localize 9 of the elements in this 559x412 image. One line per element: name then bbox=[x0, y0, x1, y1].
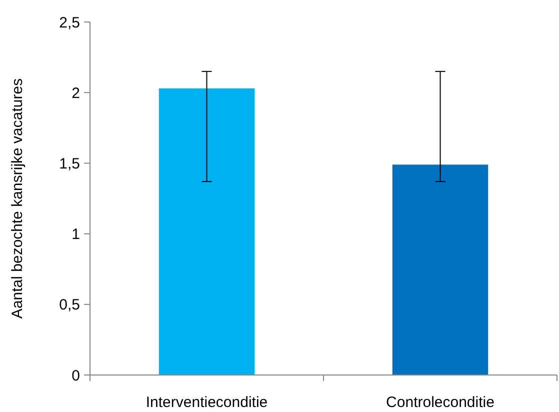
y-tick-label: 1 bbox=[72, 226, 80, 244]
y-tick-label: 2,5 bbox=[59, 14, 80, 32]
x-tick-label: Controleconditie bbox=[386, 394, 494, 411]
y-axis-title: Aantal bezochte kansrijke vacatures bbox=[9, 78, 26, 319]
y-tick-label: 2 bbox=[72, 84, 80, 102]
y-tick-label: 0,5 bbox=[59, 296, 80, 314]
y-tick-label: 1,5 bbox=[59, 155, 80, 172]
y-tick-label: 0 bbox=[72, 367, 80, 384]
x-tick-label: Interventieconditie bbox=[146, 394, 268, 411]
